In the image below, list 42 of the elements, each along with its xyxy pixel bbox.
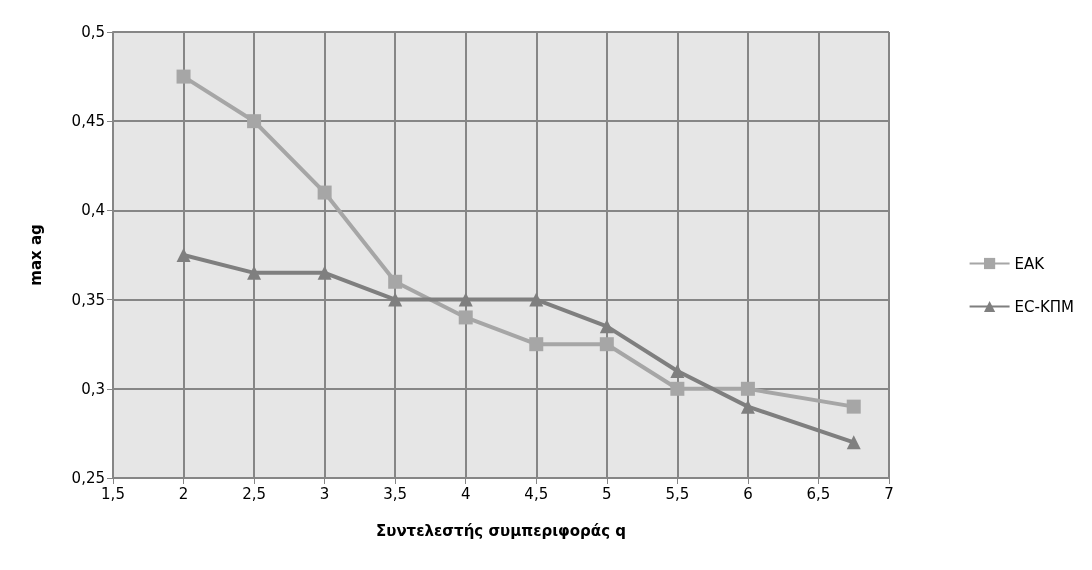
y-tick-label: 0,3	[81, 379, 105, 398]
point	[458, 310, 473, 325]
point	[740, 399, 755, 414]
x-tick-label: 6	[743, 484, 753, 503]
x-tick-label: 3	[319, 484, 330, 503]
point	[670, 363, 685, 378]
point	[458, 292, 473, 307]
point	[529, 292, 544, 307]
point	[846, 435, 861, 450]
x-tick-label: 1,5	[101, 484, 125, 503]
point	[670, 381, 685, 396]
legend-label: ΕΑΚ	[1014, 254, 1046, 273]
y-tick-label: 0,45	[71, 112, 105, 131]
point	[317, 265, 332, 280]
point	[388, 292, 403, 307]
y-tick-label: 0,25	[71, 469, 105, 487]
y-tick-label: 0,35	[71, 290, 105, 309]
legend-label: EC-ΚΠΜ	[1014, 297, 1074, 316]
x-tick-label: 2	[178, 484, 189, 503]
x-axis-title: Συντελεστής συμπεριφοράς q	[376, 521, 626, 540]
point	[317, 185, 332, 200]
point	[247, 265, 262, 280]
x-tick-label: 5	[602, 484, 612, 503]
y-tick-label: 0,4	[81, 201, 105, 220]
point	[599, 319, 614, 334]
x-tick-label: 5,5	[665, 484, 690, 503]
x-tick-label: 6,5	[806, 484, 831, 503]
point	[176, 69, 191, 84]
y-tick-label: 0,5	[81, 23, 105, 41]
x-tick-label: 3,5	[383, 484, 408, 503]
y-axis-title: max ag	[26, 224, 45, 286]
x-tick-label: 4,5	[524, 484, 549, 503]
point	[247, 114, 262, 129]
x-tick-label: 4	[460, 484, 471, 503]
point	[176, 248, 191, 262]
x-tick-label: 7	[884, 484, 894, 503]
point	[599, 337, 614, 352]
point	[529, 337, 544, 352]
point	[846, 399, 861, 414]
x-tick-label: 2,5	[242, 484, 267, 503]
point	[388, 274, 403, 289]
point	[740, 381, 755, 396]
